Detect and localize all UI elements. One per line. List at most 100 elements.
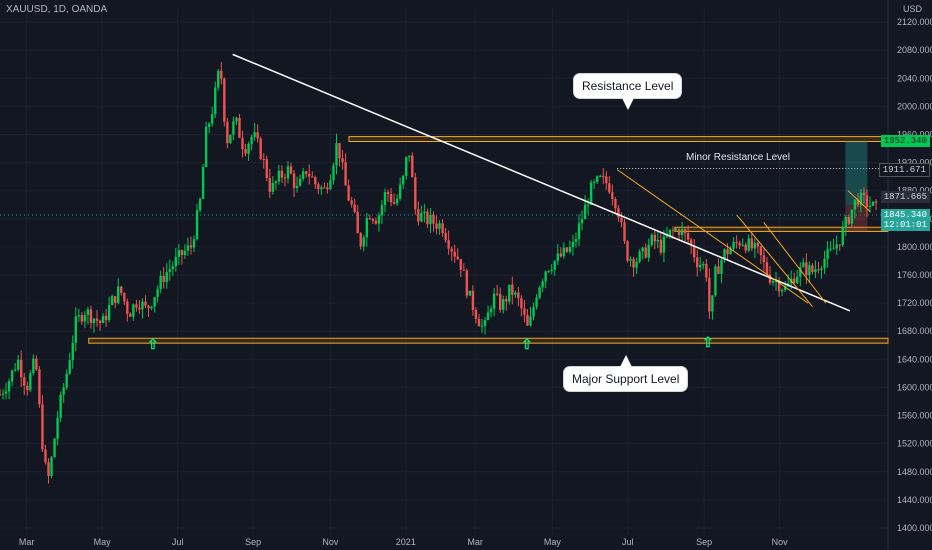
candle-body [365, 218, 369, 238]
candle-body [329, 180, 332, 190]
candle-body [232, 121, 235, 135]
candle-body [417, 209, 420, 222]
candle-body [280, 170, 284, 178]
target-box [845, 141, 868, 205]
candle-body [344, 162, 347, 186]
candle-body [753, 242, 757, 249]
candle-body [811, 265, 814, 273]
candle-body [693, 245, 696, 258]
candle-body [386, 192, 390, 194]
candle-body [656, 239, 660, 242]
candle-body [720, 259, 723, 274]
candle-body [156, 289, 159, 298]
candle-body [283, 177, 287, 179]
candle-body [129, 313, 132, 317]
candle-body [741, 244, 744, 246]
candle-body [0, 394, 2, 396]
candle-body [553, 260, 556, 270]
candle-body [1, 393, 5, 395]
candle-body [247, 143, 250, 154]
candle-body [571, 241, 575, 248]
y-tick-label: 1920.000 [897, 158, 932, 168]
y-tick-label: 1680.000 [897, 326, 932, 336]
candle-body [238, 117, 241, 138]
candle-body [77, 315, 81, 317]
candle-body [617, 208, 620, 218]
candle-body [671, 229, 675, 231]
candle-body [562, 247, 566, 257]
candle-body [56, 417, 59, 439]
candle-body [356, 211, 359, 234]
candle-body [495, 293, 499, 295]
candle-body [838, 244, 841, 246]
price-scale[interactable]: 2120.000 2080.000 2040.000 2000.000 1960.000… [897, 17, 932, 533]
candle-body [550, 269, 553, 271]
candle-body [477, 318, 481, 327]
candle-body [89, 309, 93, 323]
candle-body [32, 358, 35, 374]
channel-line [763, 222, 827, 304]
candle-body [301, 171, 305, 179]
x-tick-label: Nov [772, 537, 789, 547]
candle-body [699, 264, 702, 268]
y-tick-label: 1480.000 [897, 467, 932, 477]
candle-body [420, 213, 423, 222]
candle-body [520, 298, 523, 309]
candle-body [159, 275, 162, 290]
candle-body [441, 223, 444, 234]
candle-body [298, 178, 302, 186]
candles-layer [0, 61, 878, 484]
y-tick-label: 1400.000 [897, 523, 932, 533]
price-tag-resistance: 1952.340 [880, 135, 930, 147]
candle-body [214, 87, 217, 115]
resistance-callout: Resistance Level [574, 74, 682, 110]
candle-body [459, 259, 462, 270]
x-tick-label: 2021 [396, 537, 416, 547]
candle-body [10, 370, 14, 382]
candle-body [717, 266, 720, 274]
candle-body [765, 262, 769, 275]
candle-body [665, 235, 669, 237]
candle-body [286, 166, 290, 179]
main-trendline [232, 53, 851, 312]
x-tick-label: Sep [245, 537, 261, 547]
candle-body [735, 241, 738, 244]
candle-body [541, 281, 544, 288]
candle-body [586, 204, 590, 206]
candle-body [614, 198, 617, 209]
candle-body [392, 202, 396, 204]
candle-body [107, 305, 111, 321]
symbol-label: XAUUSD, 1D, OANDA [6, 4, 108, 15]
candle-body [350, 200, 353, 205]
candle-body [47, 462, 50, 477]
candle-body [638, 251, 641, 262]
price-tag-current: 1845.340 [880, 209, 930, 221]
candle-body [629, 259, 632, 261]
candle-body [850, 209, 854, 224]
candle-body [835, 244, 838, 249]
candle-body [686, 233, 690, 240]
candle-body [211, 114, 214, 124]
candle-body [605, 176, 608, 184]
candle-body [847, 217, 851, 224]
time-scale[interactable]: Mar May Jul Sep Nov 2021 Mar May Jul Sep Nov [19, 537, 788, 547]
candle-body [805, 262, 808, 276]
candle-body [113, 296, 117, 303]
candle-body [38, 369, 41, 405]
candle-body [332, 165, 335, 181]
candle-body [271, 183, 275, 192]
candle-body [44, 449, 47, 463]
candle-body [841, 227, 844, 246]
candle-body [868, 205, 872, 207]
y-tick-label: 2080.000 [897, 45, 932, 55]
candle-body [589, 182, 593, 205]
channel-line [847, 190, 871, 213]
candle-body [183, 250, 187, 256]
candle-body [756, 242, 760, 247]
candle-body [486, 312, 490, 321]
candle-body [138, 307, 141, 310]
candle-body [592, 181, 596, 183]
candle-body [226, 121, 229, 144]
candle-body [659, 239, 663, 253]
